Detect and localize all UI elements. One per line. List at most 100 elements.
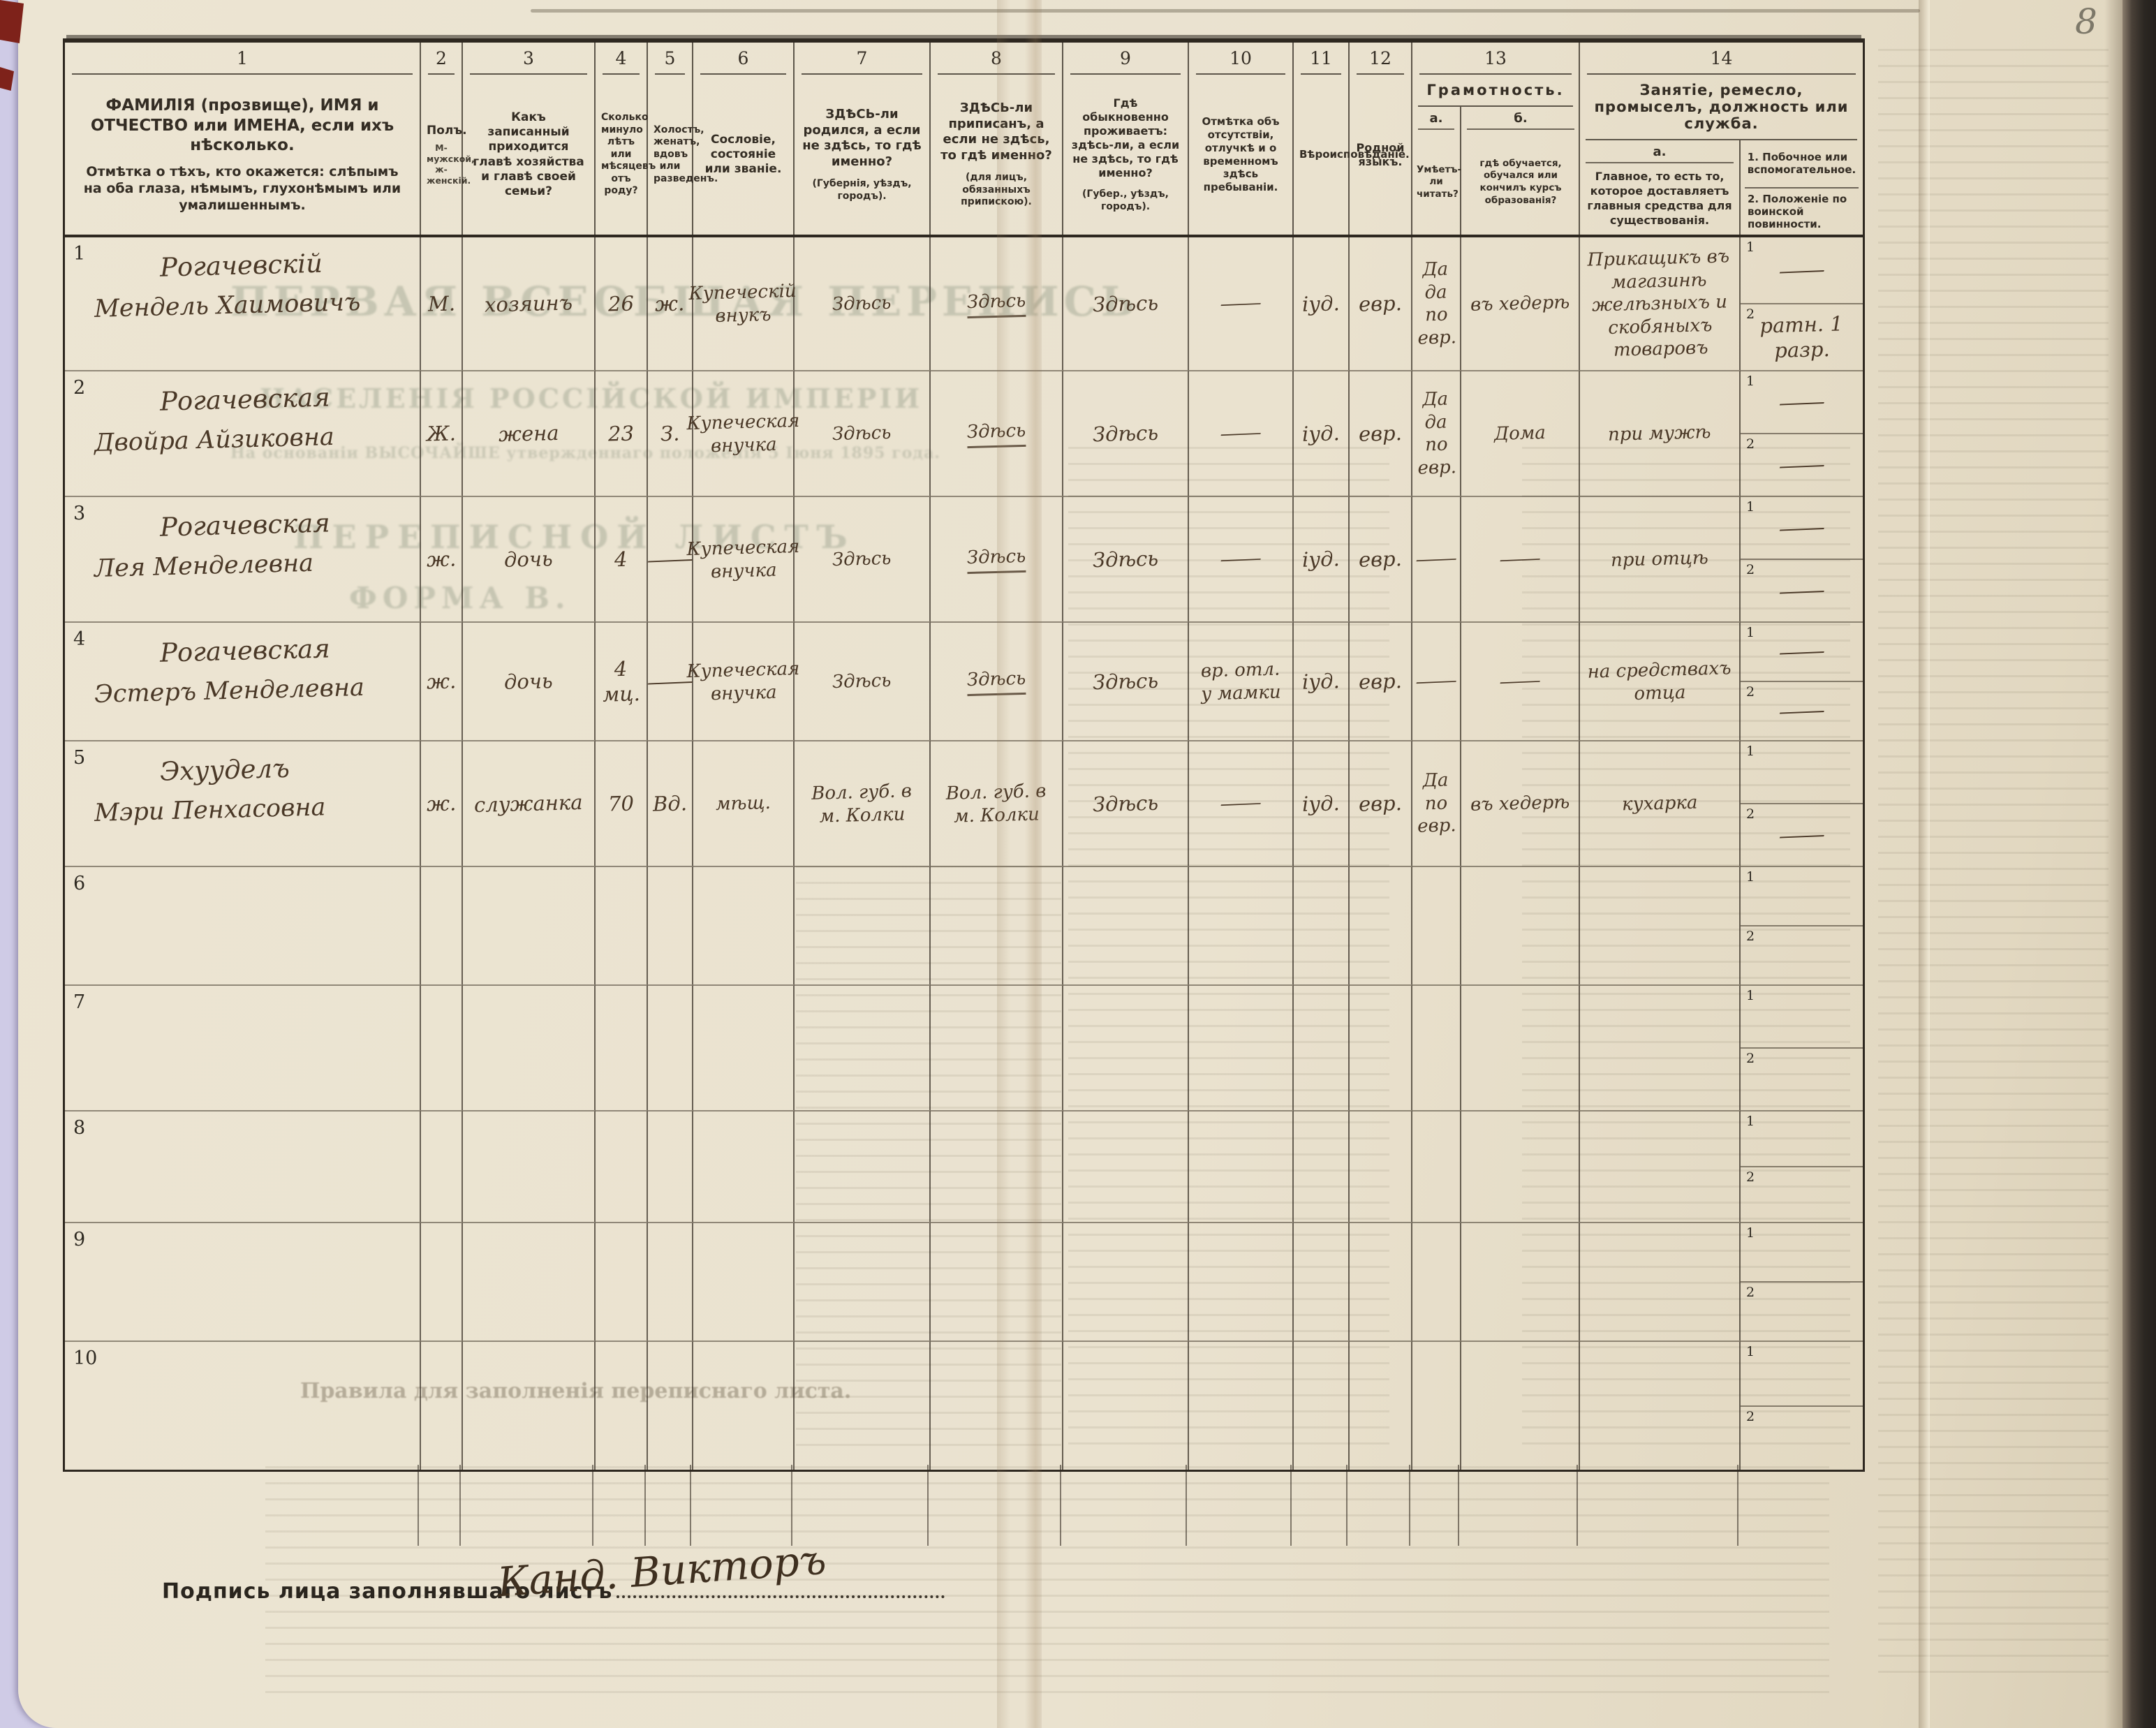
subcell-number: 1 xyxy=(1746,1344,1755,1359)
cell-resides xyxy=(1063,1110,1189,1222)
handwritten-given-name: Мендель Хаимовичъ xyxy=(94,288,361,324)
cell-estate: Купеческая внучка xyxy=(686,370,799,496)
cell-marital xyxy=(648,984,693,1110)
handwritten-age: 4 xyxy=(614,547,628,572)
cell-lit_a xyxy=(1412,1110,1461,1222)
column-number: 4 xyxy=(603,43,640,75)
row-number: 5 xyxy=(73,747,86,769)
cell-lit_a: Да по евр. xyxy=(1412,740,1461,866)
cell-born xyxy=(795,1341,931,1470)
cell-absence: — xyxy=(1189,740,1294,866)
cell-age xyxy=(596,1222,648,1341)
subcell-number: 1 xyxy=(1746,239,1755,255)
cell-relation xyxy=(463,1110,596,1222)
cell-sex: ж. xyxy=(421,621,463,740)
cell-name: 9 xyxy=(65,1222,421,1341)
cell-resides xyxy=(1063,866,1189,984)
handwritten-relation: дочь xyxy=(503,668,554,694)
handwritten-religion: іуд. xyxy=(1301,669,1341,694)
subcolumn-letter-b: б. xyxy=(1467,107,1574,130)
subcolumn-label-b: гдѣ обучается, обучался или кончилъ курс… xyxy=(1479,157,1562,206)
cell-lit_b xyxy=(1461,1341,1580,1470)
handwritten-age: 23 xyxy=(607,421,635,446)
handwritten-estate: мѣщ. xyxy=(715,792,771,815)
cell-absence xyxy=(1189,866,1294,984)
handwritten-age: 4 мц. xyxy=(602,656,641,707)
handwritten-occupation: при отцѣ xyxy=(1610,547,1709,571)
cell-registered: Здѣсь xyxy=(931,496,1063,621)
subcell-side1: 1 xyxy=(1741,867,1863,925)
subcell-side2: 2 xyxy=(1741,1166,1863,1222)
cell-resides xyxy=(1063,1341,1189,1470)
cell-marital xyxy=(648,866,693,984)
bleedthrough-title: НАСЕЛЕНІЯ РОССІЙСКОЙ ИМПЕРІИ xyxy=(260,383,923,414)
cell-age: 70 xyxy=(596,740,648,866)
cell-relation xyxy=(463,866,596,984)
handwritten-lit_a: Да да по евр. xyxy=(1417,258,1457,349)
cell-language xyxy=(1350,984,1412,1110)
column-header-2-sex: 2 Полъ. М-мужской, ж-женскій. xyxy=(421,43,475,235)
handwritten-sex: ж. xyxy=(426,791,457,816)
table-body: 1 Рогачевскій Мендель Хаимовичъ М. хозяинъ 26… xyxy=(65,237,1863,1470)
cell-born: Здѣсь xyxy=(795,496,931,621)
handwritten-marital: — xyxy=(644,546,696,573)
subcell-number: 1 xyxy=(1746,374,1755,389)
column-header-9-residence: 9 Гдѣ обыкновенно проживаетъ: здѣсь-ли, … xyxy=(1063,43,1189,235)
cell-sex xyxy=(421,866,463,984)
literacy-group-title: Грамотность. xyxy=(1418,75,1573,107)
handwritten-resides: Здѣсь xyxy=(1092,668,1159,695)
subcell-number: 2 xyxy=(1746,929,1755,944)
subcolumn-label-a: Умѣетъ-ли читать? xyxy=(1417,163,1462,200)
subcell-side2: 2 xyxy=(1741,1281,1863,1341)
subcell-number: 2 xyxy=(1746,436,1755,452)
cell-name: 3 Рогачевская Лея Менделевна xyxy=(65,496,421,621)
cell-marital: — xyxy=(644,496,696,621)
column-tail-line xyxy=(1410,1465,1459,1546)
handwritten-side2: — xyxy=(1775,577,1828,604)
cell-lit_b: — xyxy=(1461,621,1580,740)
column-tail-line xyxy=(646,1465,691,1546)
column-number: 5 xyxy=(655,43,685,75)
cell-lit_a xyxy=(1412,866,1461,984)
cell-name: 2 Рогачевская Двойра Айзиковна xyxy=(65,370,421,496)
cell-estate: Купеческая внучка xyxy=(686,621,799,740)
subcell-side1: 1 xyxy=(1741,986,1863,1047)
handwritten-occupation: на средствахъ отца xyxy=(1587,657,1732,704)
cell-language: евр. xyxy=(1350,237,1412,370)
column-tail-line xyxy=(593,1465,646,1546)
handwritten-lit_a: — xyxy=(1413,670,1459,693)
handwritten-marital: ж. xyxy=(654,291,686,316)
subcell-number: 1 xyxy=(1746,869,1755,885)
cell-relation: дочь xyxy=(463,496,596,621)
cell-religion: іуд. xyxy=(1294,496,1350,621)
table-header-row: 1 ФАМИЛІЯ (прозвище), ИМЯ и ОТЧЕСТВО или… xyxy=(65,43,1863,237)
bleedthrough-title: ПЕРВАЯ ВСЕОБЩАЯ ПЕРЕПИСЬ xyxy=(230,278,1139,325)
subcell-side1: 1— xyxy=(1741,497,1863,559)
bleedthrough-title: ПЕРЕПИСНОЙ ЛИСТЪ xyxy=(293,518,856,556)
handwritten-occupation: кухарка xyxy=(1621,792,1698,815)
cell-sex: ж. xyxy=(421,740,463,866)
cell-resides: Здѣсь xyxy=(1063,237,1189,370)
cell-resides xyxy=(1063,984,1189,1110)
column-number: 12 xyxy=(1357,43,1404,75)
handwritten-resides: Здѣсь xyxy=(1092,546,1159,573)
column-label: Какъ записанный приходится главѣ хозяйст… xyxy=(473,110,584,198)
cell-occupation xyxy=(1580,1222,1741,1341)
column-header-11-religion: 11 Вѣроисповѣданіе. xyxy=(1294,43,1410,235)
handwritten-lit_a: Да по евр. xyxy=(1417,769,1456,837)
cell-registered: Здѣсь xyxy=(931,370,1063,496)
cell-lit_a xyxy=(1412,1222,1461,1341)
cell-occupation xyxy=(1580,1341,1741,1470)
cell-age xyxy=(596,866,648,984)
cell-resides: Здѣсь xyxy=(1063,370,1189,496)
handwritten-religion: іуд. xyxy=(1301,421,1341,446)
subcell-number: 2 xyxy=(1746,684,1755,700)
signature-dotted-line xyxy=(616,1595,945,1598)
cell-marital: — xyxy=(644,621,695,740)
cell-religion xyxy=(1294,984,1350,1110)
column-label: Отмѣтка объ отсутствіи, отлучкѣ и о врем… xyxy=(1202,115,1280,193)
cell-religion: іуд. xyxy=(1294,370,1350,496)
column-tail-line xyxy=(1061,1465,1187,1546)
handwritten-lit_b: въ хедерѣ xyxy=(1470,791,1570,815)
cell-name: 8 xyxy=(65,1110,421,1222)
